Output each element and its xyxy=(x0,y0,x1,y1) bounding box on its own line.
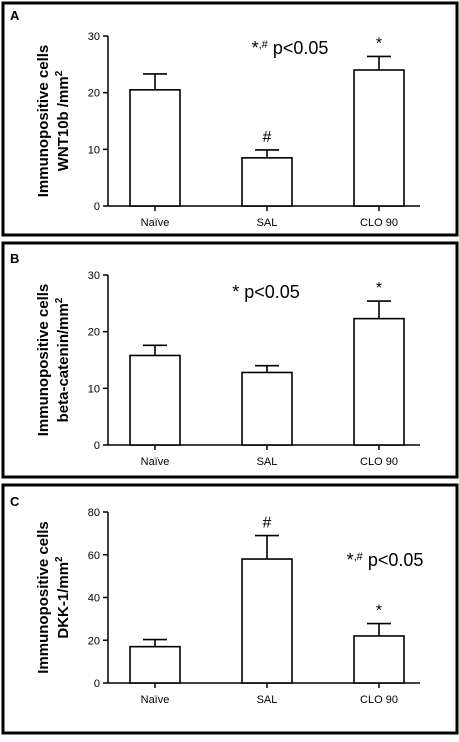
y-tick-label: 0 xyxy=(94,440,100,452)
y-tick-label: 0 xyxy=(94,201,100,213)
significance-marker: * xyxy=(376,603,382,620)
significance-marker: # xyxy=(263,129,272,146)
bar xyxy=(129,89,181,207)
y-tick-label: 20 xyxy=(88,88,100,100)
y-tick-label: 10 xyxy=(88,144,100,156)
y-tick-label: 30 xyxy=(88,270,100,282)
bar xyxy=(241,558,293,684)
bar xyxy=(129,354,181,446)
y-tick-label: 10 xyxy=(88,383,100,395)
x-tick-label: Naïve xyxy=(141,217,170,229)
panel-b: B 0 10 20 30 Naïve SAL * CLO 90 Immunopositive ce… xyxy=(1,241,459,479)
y-tick-label: 20 xyxy=(88,635,100,647)
bar xyxy=(353,635,405,684)
y-tick-label: 60 xyxy=(88,550,100,562)
bar xyxy=(129,645,181,684)
significance-annotation: * p<0.05 xyxy=(232,282,300,302)
panel-letter: C xyxy=(10,494,20,509)
y-tick-label: 40 xyxy=(88,593,100,605)
x-tick-label: CLO 90 xyxy=(360,694,398,706)
significance-annotation: *,# p<0.05 xyxy=(252,38,329,58)
y-axis-label-unit: WNT10b /mm2 xyxy=(54,70,72,171)
y-axis-label: Immunopositive cells xyxy=(35,521,52,674)
y-axis-label-unit: DKK-1/mm2 xyxy=(54,556,72,639)
x-tick-label: CLO 90 xyxy=(360,456,398,468)
y-axis-label: Immunopositive cells xyxy=(35,284,52,437)
x-tick-label: SAL xyxy=(257,694,278,706)
x-tick-label: CLO 90 xyxy=(360,217,398,229)
x-tick-label: SAL xyxy=(257,217,278,229)
bar xyxy=(353,69,405,207)
x-tick-label: SAL xyxy=(257,456,278,468)
y-axis-label-unit: beta-catenin/mm2 xyxy=(54,297,72,422)
significance-marker: * xyxy=(376,35,382,52)
x-tick-label: Naïve xyxy=(141,456,170,468)
y-axis-label: Immunopositive cells xyxy=(35,45,52,198)
y-tick-label: 20 xyxy=(88,327,100,339)
significance-marker: # xyxy=(263,515,272,532)
y-tick-label: 30 xyxy=(88,31,100,43)
panel-a: A 0 10 20 30 Naïve # SAL * CLO 90 Immunopositive c… xyxy=(1,1,459,237)
bar xyxy=(241,371,293,446)
y-tick-label: 80 xyxy=(88,507,100,519)
panel-letter: A xyxy=(10,8,20,23)
bar xyxy=(241,157,293,207)
panel-frame xyxy=(1,483,459,735)
significance-annotation: *,# p<0.05 xyxy=(347,550,424,570)
panel-c: C 0 20 40 60 80 Naïve # SAL * CLO 90 Immunopositive… xyxy=(1,483,459,735)
bar xyxy=(353,317,405,446)
significance-marker: * xyxy=(376,280,382,297)
x-tick-label: Naïve xyxy=(141,694,170,706)
panel-letter: B xyxy=(10,251,19,266)
y-tick-label: 0 xyxy=(94,678,100,690)
